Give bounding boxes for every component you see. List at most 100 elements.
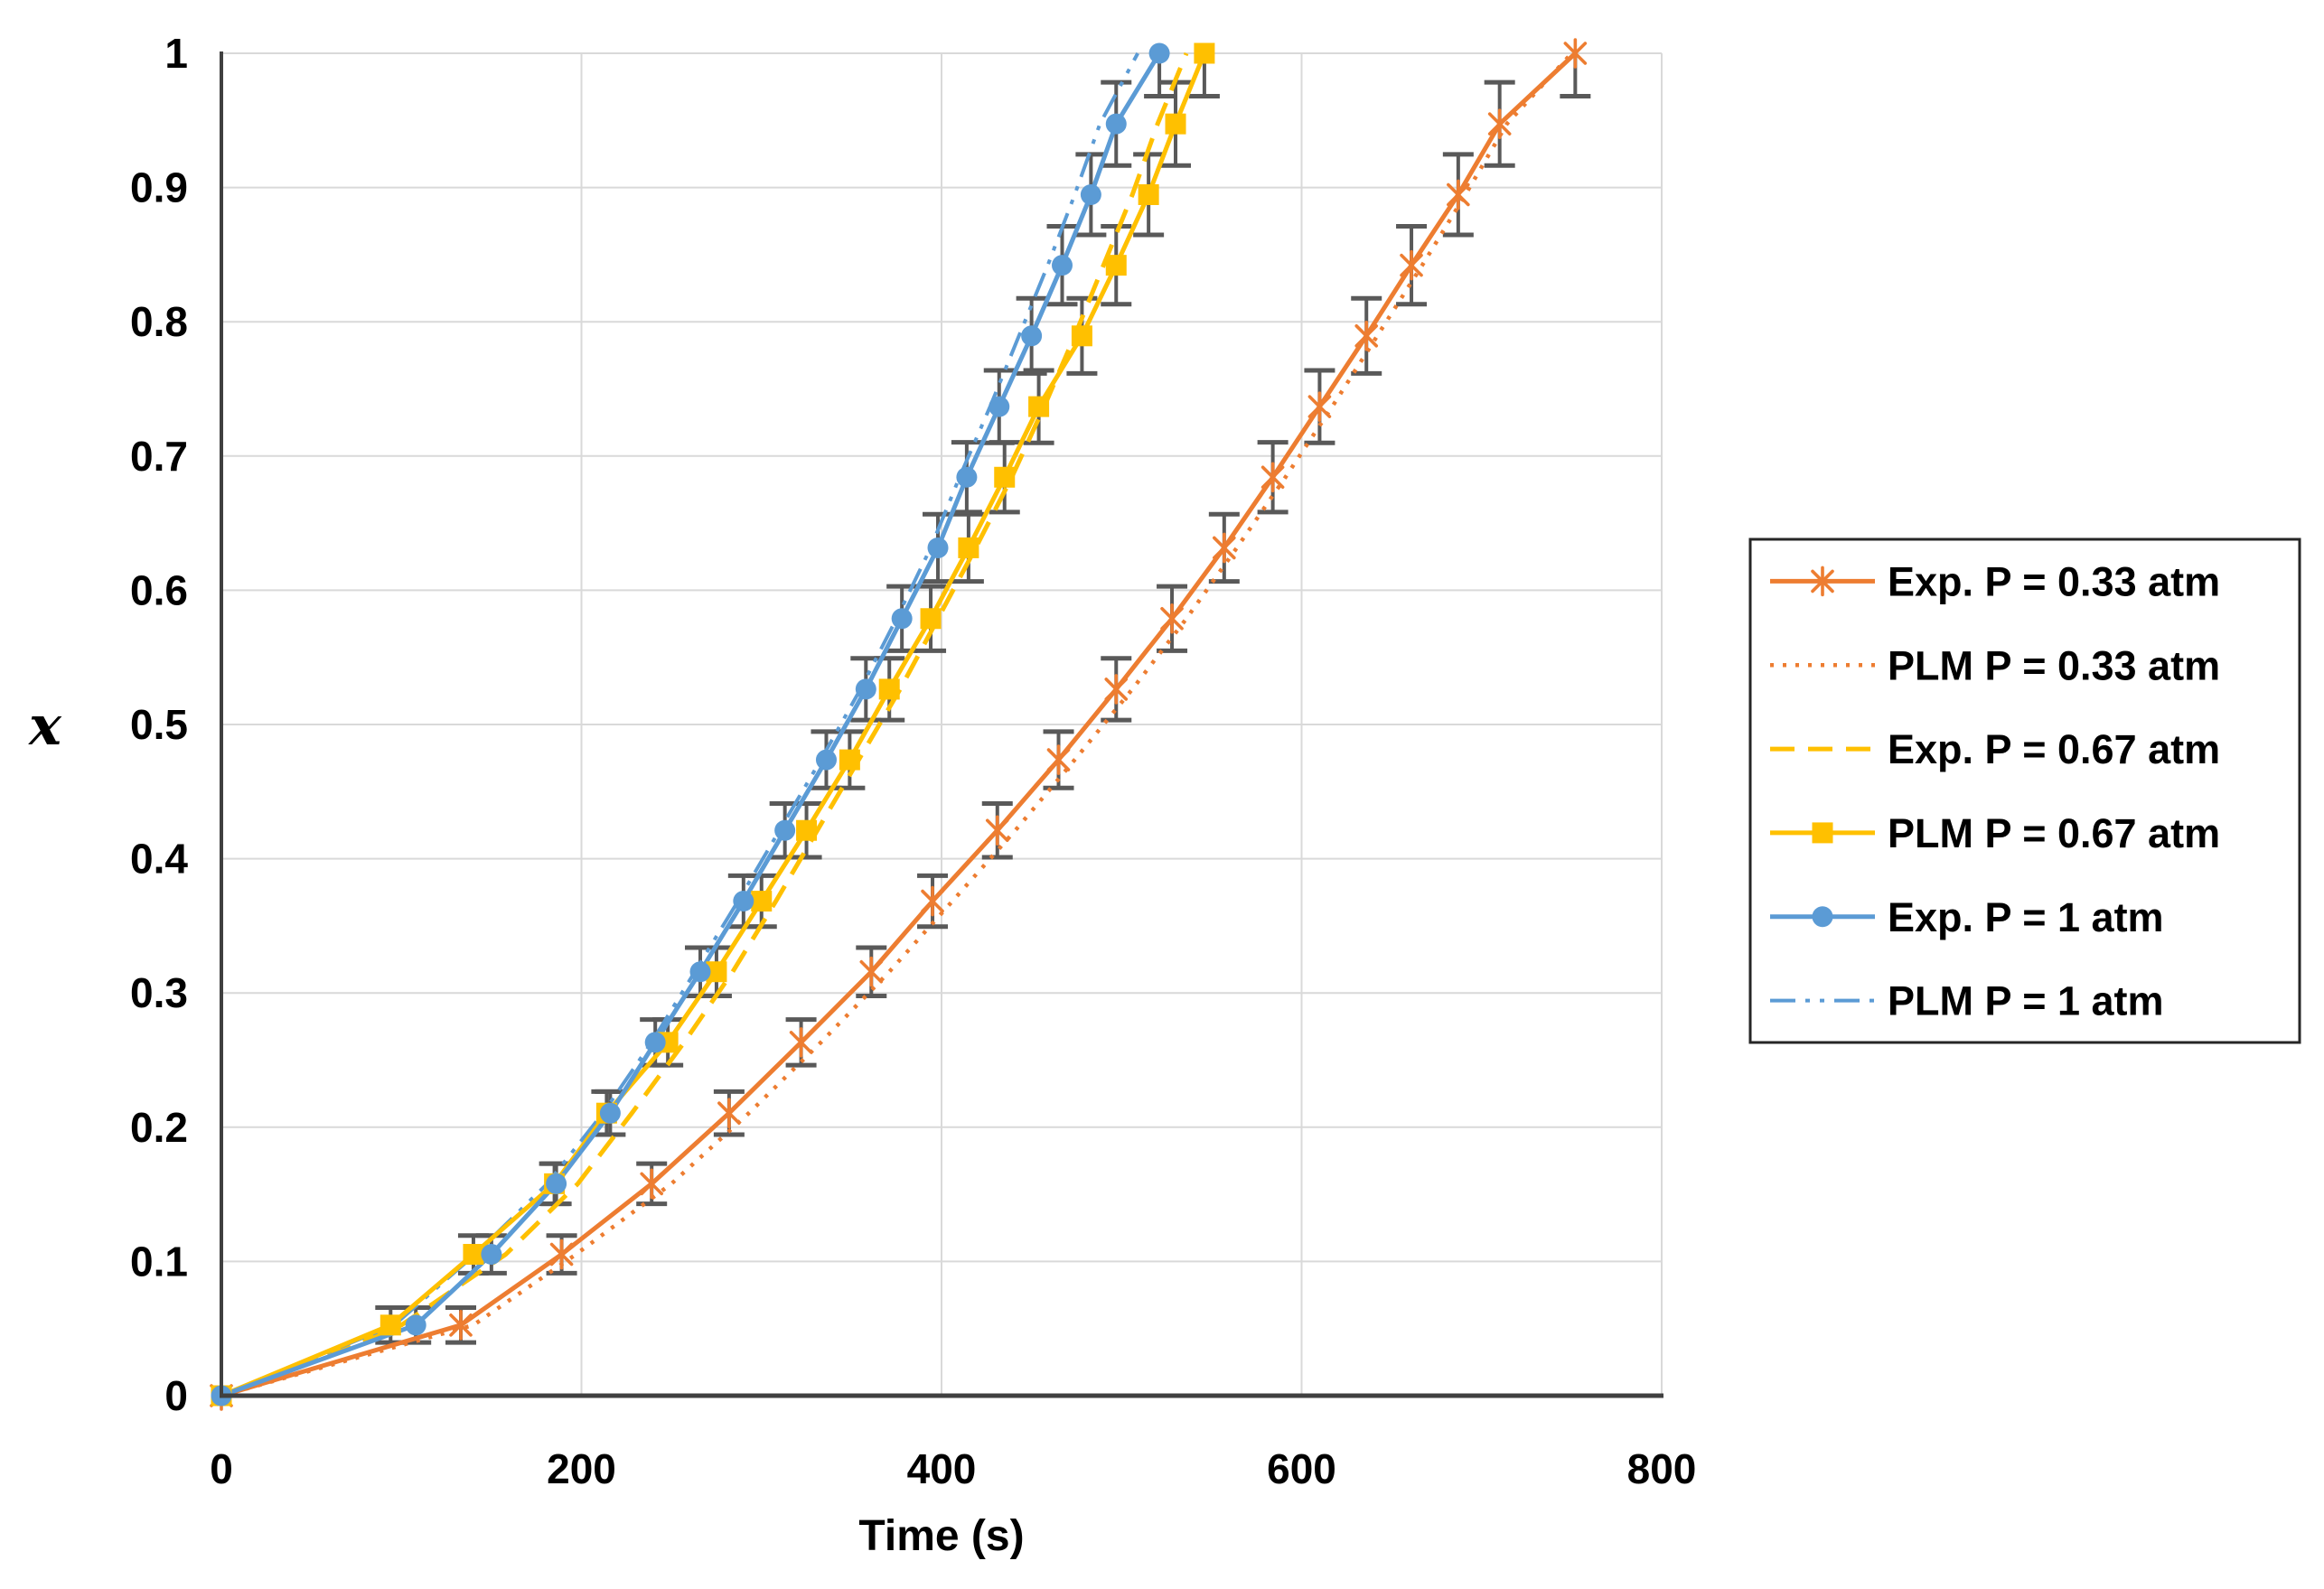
y-tick-label: 0.8 [130,298,188,345]
circle-marker [1051,255,1073,276]
x-tick-label: 600 [1267,1445,1336,1492]
square-marker [380,1314,401,1336]
asterisk-marker [1104,674,1129,705]
square-marker [920,608,942,630]
circle-marker [481,1244,502,1266]
asterisk-marker [1213,532,1236,564]
y-axis-title: x [27,695,62,758]
asterisk-marker [640,1168,664,1200]
series-exp067-line [220,52,1189,1398]
asterisk-marker [1563,38,1588,69]
square-marker [958,537,979,558]
circle-marker [815,749,837,771]
y-tick-label: 0.4 [130,836,188,883]
circle-marker [1021,325,1043,347]
asterisk-marker [1046,744,1071,775]
asterisk-marker [1487,108,1512,139]
circle-marker [1148,42,1170,64]
x-tick-label: 0 [210,1445,233,1492]
circle-marker [599,1102,621,1124]
square-marker [1138,183,1159,205]
circle-marker [774,819,796,841]
square-marker [1194,42,1215,64]
asterisk-marker [1354,321,1379,351]
circle-marker [733,891,754,912]
y-tick-label: 0.7 [130,433,188,480]
circle-marker [546,1173,567,1194]
asterisk-marker [1307,391,1332,422]
legend-entry: PLM P = 0.67 atm [1770,810,2220,856]
asterisk-marker [1260,462,1285,493]
legend-sample-marker [1812,822,1833,844]
circle-marker [855,678,876,700]
asterisk-marker [921,885,944,917]
y-tick-label: 0.2 [130,1104,188,1151]
circle-marker [891,608,913,630]
series-exp033-markers [210,38,1588,1411]
legend-entry: PLM P = 0.33 atm [1770,642,2220,688]
y-tick-label: 0.6 [130,566,188,613]
y-tick-label: 1 [164,30,188,77]
square-marker [796,819,818,841]
y-tick-label: 0.9 [130,164,188,211]
legend: Exp. P = 0.33 atm PLM P = 0.33 atm Exp. P … [1748,537,2301,1044]
y-tick-label: 0.5 [130,701,188,748]
circle-marker [1812,906,1833,928]
x-tick-label: 800 [1627,1445,1697,1492]
square-marker [751,891,773,912]
legend-entry: Exp. P = 0.67 atm [1770,726,2220,772]
square-marker [1105,255,1127,276]
square-marker [994,466,1016,488]
asterisk-marker [985,815,1009,846]
asterisk-marker [549,1238,574,1270]
circle-marker [989,396,1010,417]
legend-entry: PLM P = 1 atm [1770,978,2164,1024]
asterisk-marker [859,956,884,987]
asterisk-marker [789,1027,813,1058]
x-axis-title: Time (s) [858,1512,1024,1560]
legend-sample-marker [1811,565,1834,597]
circle-marker [644,1032,666,1053]
circle-marker [689,961,711,983]
series-exp1-markers [211,42,1170,1407]
legend-entry-label: Exp. P = 0.67 atm [1888,726,2220,772]
asterisk-marker [1447,179,1470,210]
y-tick-label: 0.3 [130,969,188,1016]
asterisk-marker [1811,565,1834,597]
legend-entry-label: PLM P = 1 atm [1888,978,2164,1024]
legend-entry-label: Exp. P = 0.33 atm [1888,558,2220,604]
y-tick-label: 0.1 [130,1238,188,1285]
circle-marker [1105,113,1127,135]
square-marker [1812,822,1833,844]
legend-entry-label: PLM P = 0.33 atm [1888,642,2220,688]
legend-entry-label: PLM P = 0.67 atm [1888,810,2220,856]
series-exp1-line [220,51,1162,1398]
asterisk-marker [717,1098,741,1128]
circle-marker [956,466,978,488]
square-marker [1071,325,1092,347]
x-tick-label: 200 [547,1445,616,1492]
square-marker [1028,396,1050,417]
legend-entry-label: Exp. P = 1 atm [1888,894,2164,940]
asterisk-marker [1160,603,1184,634]
legend-box [1748,537,2301,1044]
y-tick-label: 0 [164,1372,188,1419]
square-marker [463,1244,484,1266]
square-marker [878,678,900,700]
legend-entry: Exp. P = 0.33 atm [1770,558,2220,604]
axes [220,51,1663,1398]
asterisk-marker [1400,249,1423,281]
x-tick-label: 400 [907,1445,977,1492]
legend-entry: Exp. P = 1 atm [1770,894,2164,940]
circle-marker [405,1314,426,1336]
asterisk-marker [449,1310,473,1341]
series-plm1-line [220,52,1139,1397]
gridlines [221,52,1663,1396]
square-marker [839,749,860,771]
tick-labels: 0 0.1 0.2 0.3 0.4 0.5 0.6 0.7 0.8 0.9 1 0 200 400 600 8… [130,30,1696,1492]
square-marker [1165,113,1186,135]
legend-sample-marker [1812,906,1833,928]
square-marker [706,961,727,983]
